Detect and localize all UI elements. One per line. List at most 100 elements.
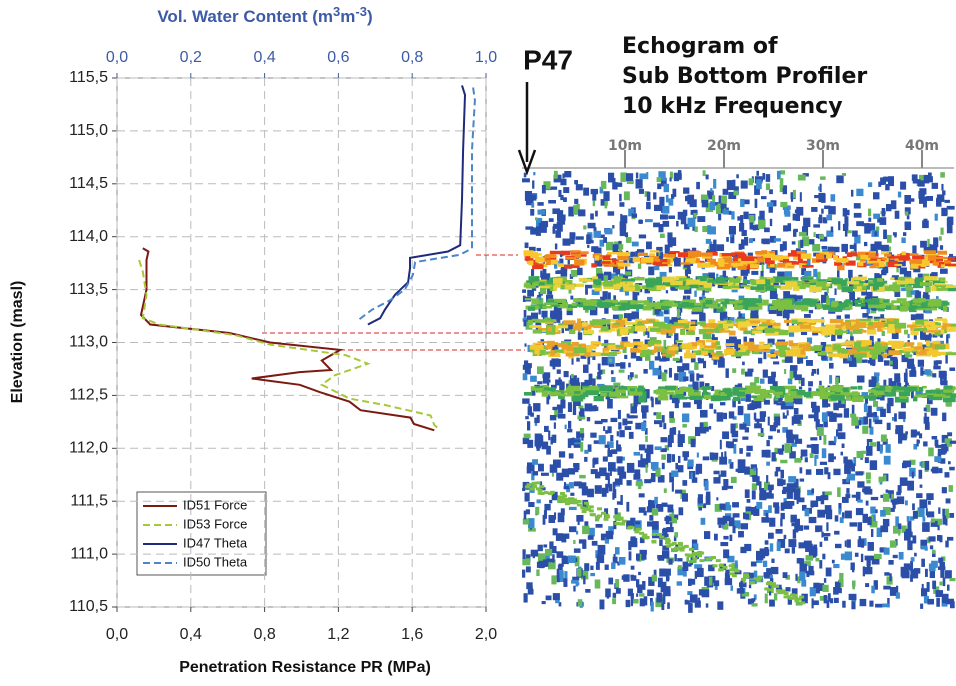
echo-speck: [639, 189, 644, 194]
echo-band: [903, 348, 912, 352]
echo-speck: [551, 437, 553, 445]
echo-speck: [851, 563, 855, 571]
echo-speck: [867, 442, 869, 451]
echo-band: [870, 349, 881, 354]
echo-speck: [620, 172, 626, 181]
echo-band: [659, 390, 667, 396]
echo-band: [686, 331, 695, 335]
echo-speck: [721, 203, 727, 208]
echo-band: [870, 395, 876, 400]
echo-speck: [738, 531, 744, 537]
echo-speck: [682, 424, 686, 428]
echo-speck: [832, 560, 835, 564]
echo-speck: [865, 567, 872, 574]
echo-speck: [577, 268, 583, 275]
echo-speck: [650, 397, 652, 401]
echo-band: [583, 392, 589, 397]
echo-speck: [808, 566, 813, 575]
echo-speck: [873, 401, 878, 407]
echo-speck: [745, 372, 753, 377]
echo-speck: [825, 505, 832, 514]
top-axis-title-part: -3: [355, 4, 367, 19]
echo-speck: [912, 472, 914, 479]
echo-speck: [869, 601, 873, 607]
echo-speck: [548, 431, 550, 441]
echo-speck: [949, 578, 955, 581]
echo-speck: [704, 422, 708, 428]
echo-speck: [823, 533, 830, 536]
echo-speck: [842, 497, 849, 503]
echo-speck: [834, 531, 839, 535]
echo-speck: [725, 502, 729, 510]
echo-speck: [671, 471, 678, 477]
echo-band: [818, 392, 829, 395]
echo-band: [593, 342, 600, 345]
echo-speck: [677, 309, 680, 319]
echo-speck: [706, 175, 709, 180]
echo-band: [927, 330, 939, 332]
echo-speck: [700, 422, 704, 432]
echo-speck: [616, 440, 618, 450]
echo-speck: [921, 559, 925, 567]
echo-speck: [884, 177, 890, 182]
echo-speck: [893, 555, 898, 558]
echo-reflector: [652, 541, 657, 544]
echo-speck: [923, 292, 928, 299]
echo-speck: [748, 369, 754, 372]
echo-speck: [682, 451, 689, 457]
echo-band: [533, 329, 542, 333]
echo-speck: [546, 596, 552, 601]
echo-speck: [907, 516, 910, 521]
echo-speck: [752, 490, 756, 499]
echo-speck: [640, 598, 645, 606]
echo-band: [692, 307, 702, 312]
echo-speck: [688, 603, 693, 613]
echo-speck: [614, 554, 616, 564]
echo-speck: [792, 547, 795, 554]
echo-speck: [531, 269, 534, 276]
echo-reflector: [597, 515, 602, 518]
echo-speck: [693, 210, 697, 213]
echo-band: [932, 351, 937, 357]
echo-band: [752, 331, 761, 334]
echo-speck: [741, 269, 749, 276]
echo-band: [873, 391, 884, 394]
echo-speck: [531, 550, 538, 557]
echo-speck: [636, 579, 639, 587]
echo-speck: [636, 554, 640, 561]
echo-reflector: [628, 526, 633, 529]
echo-band: [627, 282, 633, 286]
echo-speck: [617, 456, 623, 463]
echo-band: [749, 347, 756, 352]
echo-speck: [848, 270, 853, 278]
echo-band: [928, 303, 941, 307]
echo-speck: [556, 473, 563, 481]
echo-band: [881, 328, 889, 330]
echo-band: [690, 285, 699, 289]
echo-band: [648, 341, 654, 346]
echo-speck: [656, 593, 662, 603]
echo-speck: [781, 513, 785, 519]
echo-speck: [946, 498, 951, 503]
echo-speck: [594, 405, 597, 409]
echo-band: [634, 277, 645, 281]
echo-speck: [677, 558, 682, 561]
echo-speck: [634, 399, 638, 407]
echo-speck: [713, 179, 716, 189]
echo-speck: [810, 587, 816, 596]
echo-speck: [554, 512, 556, 519]
echo-speck: [670, 177, 672, 181]
echo-speck: [714, 471, 720, 475]
echo-speck: [812, 244, 820, 251]
echo-speck: [576, 358, 579, 362]
echo-speck: [576, 184, 583, 190]
echo-speck: [544, 504, 550, 510]
echo-speck: [565, 425, 567, 430]
echo-speck: [567, 429, 572, 432]
echo-speck: [701, 313, 706, 316]
echo-band: [831, 302, 837, 308]
echo-speck: [766, 183, 770, 190]
echo-speck: [890, 587, 896, 596]
echo-speck: [555, 380, 562, 386]
echo-band: [614, 323, 620, 325]
